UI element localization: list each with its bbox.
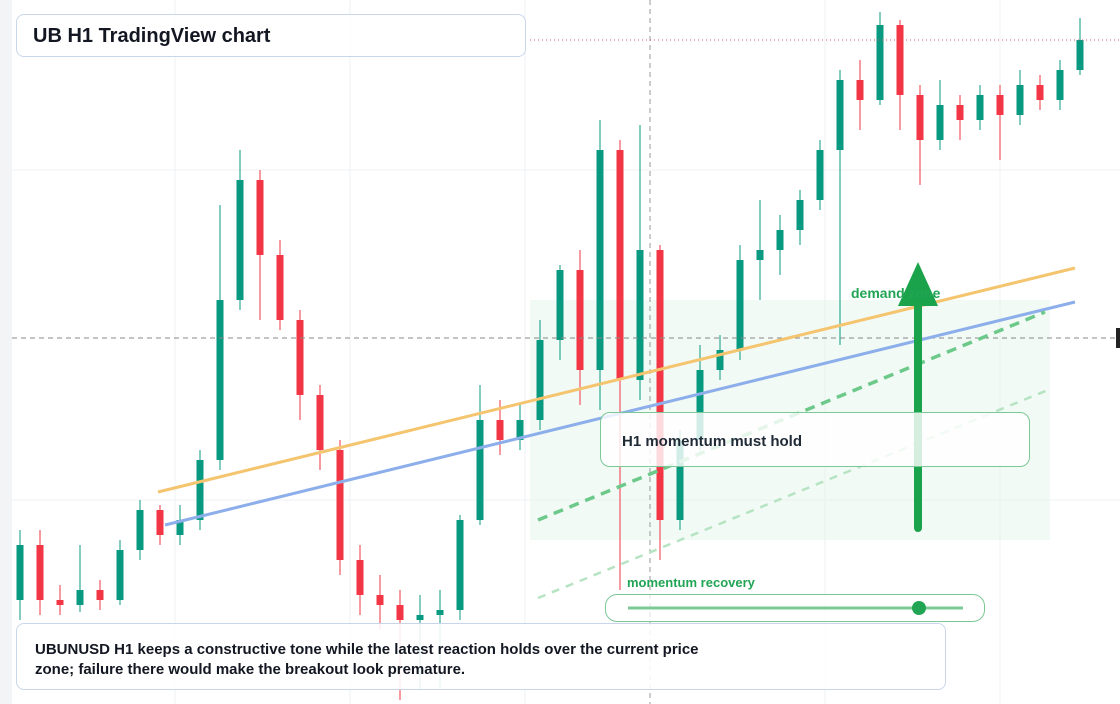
arrow-head xyxy=(898,262,938,306)
slider-track xyxy=(628,601,963,615)
candle-body xyxy=(156,510,164,535)
candle-body xyxy=(736,260,744,350)
candle-body xyxy=(396,605,404,620)
candle-body xyxy=(656,250,664,520)
candle-body xyxy=(56,600,64,605)
candle-body xyxy=(176,520,184,535)
candle-body xyxy=(776,230,784,250)
candle-body xyxy=(856,80,864,100)
candle-body xyxy=(356,560,364,595)
candle-body xyxy=(496,420,504,440)
candle-body xyxy=(336,450,344,560)
candle-body xyxy=(836,80,844,150)
candle-body xyxy=(716,350,724,370)
candle-body xyxy=(696,370,704,440)
slider-label: momentum recovery xyxy=(627,575,755,590)
candle-body xyxy=(1016,85,1024,115)
candle-body xyxy=(936,105,944,140)
candle-body xyxy=(636,250,644,380)
candle-body xyxy=(276,255,284,320)
candle-body xyxy=(796,200,804,230)
candle-body xyxy=(216,300,224,460)
candle-body xyxy=(1056,70,1064,100)
title: UB H1 TradingView chart xyxy=(33,25,271,47)
candle-body xyxy=(896,25,904,95)
candle-body xyxy=(976,95,984,120)
knob[interactable] xyxy=(912,601,926,615)
candle-body xyxy=(996,95,1004,115)
candles xyxy=(16,12,1084,700)
candle-body xyxy=(196,460,204,520)
caption-box: UBUNUSD H1 keeps a constructive tone whi… xyxy=(16,623,946,690)
callout: H1 momentum must hold xyxy=(600,412,1030,467)
axis-marker xyxy=(1116,328,1120,348)
candle-body xyxy=(456,520,464,610)
candle-body xyxy=(916,95,924,140)
candle-body xyxy=(416,615,424,620)
candle-body xyxy=(256,180,264,255)
candle-body xyxy=(536,340,544,420)
candle-body xyxy=(956,105,964,120)
candle-body xyxy=(136,510,144,550)
dashed-channel xyxy=(537,388,1049,600)
candle-body xyxy=(436,610,444,615)
candle-body xyxy=(316,395,324,450)
candle-body xyxy=(36,545,44,600)
candle-body xyxy=(576,270,584,370)
callout-text: H1 momentum must hold xyxy=(622,433,803,450)
left-edge xyxy=(0,0,12,704)
candle-body xyxy=(516,420,524,440)
candle-body xyxy=(556,270,564,340)
zone-label: demand zone xyxy=(851,285,941,301)
candle-body xyxy=(816,150,824,200)
candle-body xyxy=(16,545,24,600)
candle-body xyxy=(96,590,104,600)
candle-body xyxy=(876,25,884,100)
candle-body xyxy=(296,320,304,395)
candle-body xyxy=(76,590,84,605)
candle-body xyxy=(756,250,764,260)
candle-body xyxy=(616,150,624,380)
title-box: UB H1 TradingView chart xyxy=(16,14,526,57)
caption: UBUNUSD H1 keeps a constructive tone whi… xyxy=(35,641,699,678)
candle-body xyxy=(376,595,384,605)
candle-body xyxy=(236,180,244,300)
candle-body xyxy=(676,440,684,520)
candle-body xyxy=(1076,40,1084,70)
candle-body xyxy=(1036,85,1044,100)
candle-body xyxy=(476,420,484,520)
candle-body xyxy=(116,550,124,600)
slider[interactable] xyxy=(605,594,985,622)
candle-body xyxy=(596,150,604,370)
